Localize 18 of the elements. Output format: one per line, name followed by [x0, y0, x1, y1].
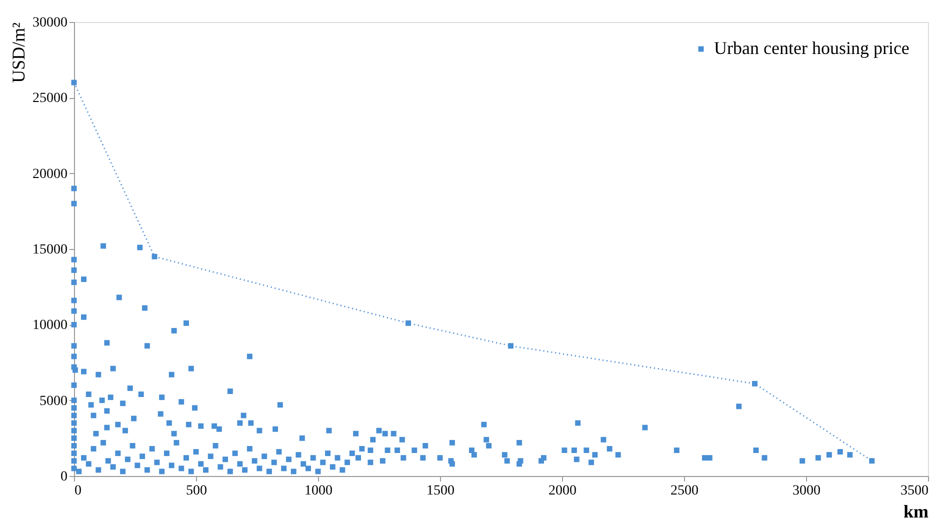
x-tick-label: 3500 — [900, 484, 928, 498]
x-axis-title: km — [903, 502, 928, 522]
y-tick-label: 5000 — [40, 394, 68, 409]
y-tick-label: 0 — [60, 470, 68, 484]
y-tick-label: 25000 — [32, 91, 68, 106]
y-tick-label: 15000 — [32, 242, 68, 258]
y-tick-label: 20000 — [32, 166, 68, 182]
legend-label: Urban center housing price — [714, 38, 910, 58]
x-tick-label: 0 — [74, 484, 82, 498]
x-tick-label: 2000 — [548, 484, 576, 498]
x-tick-label: 2500 — [670, 484, 698, 498]
y-tick-label: 30000 — [32, 16, 68, 30]
x-tick-label: 3000 — [792, 484, 820, 498]
y-axis-title: USD/m² — [8, 22, 28, 83]
y-tick-label: 10000 — [32, 318, 68, 334]
x-tick-label: 1000 — [304, 484, 332, 498]
x-tick-label: 500 — [186, 484, 207, 498]
x-tick-label: 1500 — [426, 484, 454, 498]
